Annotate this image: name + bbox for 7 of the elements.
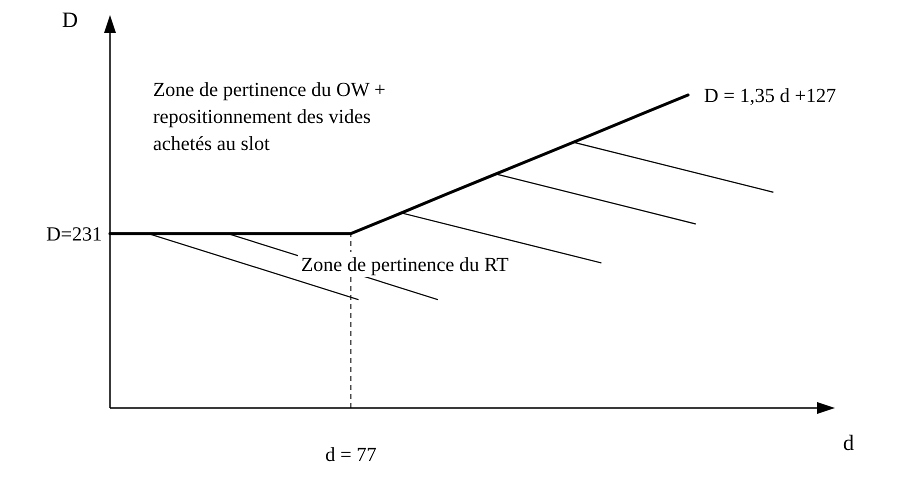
annotation: Zone de pertinence du OW + repositionnement des vides achetés au slot bbox=[153, 79, 386, 155]
annotation: D=231 bbox=[46, 224, 102, 246]
text: d = 77 bbox=[325, 444, 376, 466]
text: d bbox=[843, 430, 854, 455]
annotation: Zone de pertinence du RT bbox=[301, 254, 509, 276]
y-axis-title: D bbox=[62, 7, 78, 32]
annotation: D = 1,35 d +127 bbox=[704, 85, 836, 107]
